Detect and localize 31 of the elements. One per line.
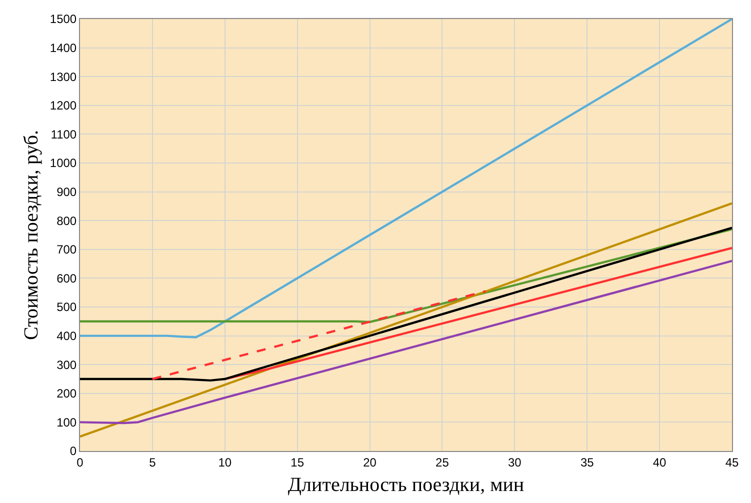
y-tick-label: 1400	[50, 41, 77, 55]
line-series	[80, 260, 732, 424]
x-tick-label: 30	[508, 455, 522, 470]
y-tick-label: 0	[70, 444, 77, 458]
y-tick-label: 1500	[50, 12, 77, 26]
y-tick-label: 200	[56, 386, 77, 401]
y-tick-label: 600	[56, 271, 77, 286]
x-axis-title: Длительность поездки, мин	[288, 474, 524, 496]
y-tick-label: 1200	[50, 98, 77, 113]
x-tick-label: 10	[218, 455, 232, 470]
y-tick-label: 1100	[50, 127, 77, 142]
x-tick-label: 15	[290, 455, 304, 470]
x-tick-label: 45	[725, 455, 739, 470]
y-tick-label: 300	[56, 358, 77, 372]
y-tick-label: 800	[56, 214, 77, 228]
line-series	[80, 228, 732, 324]
x-tick-label: 40	[652, 455, 667, 470]
x-tick-label: 5	[149, 455, 156, 470]
y-tick-label: 100	[56, 415, 77, 430]
y-tick-label: 1000	[50, 156, 77, 170]
x-tick-label: 20	[363, 455, 377, 470]
y-tick-label: 900	[56, 185, 77, 199]
x-tick-label: 35	[580, 455, 594, 470]
line-series	[80, 19, 732, 338]
y-axis-title: Стоимость поездки, руб.	[20, 130, 42, 340]
y-tick-label: 700	[56, 242, 77, 257]
y-tick-label: 400	[56, 329, 77, 343]
line-series	[80, 226, 732, 382]
y-tick-label: 500	[56, 300, 77, 314]
y-tick-label: 1300	[50, 70, 77, 84]
x-tick-label: 25	[436, 455, 450, 470]
